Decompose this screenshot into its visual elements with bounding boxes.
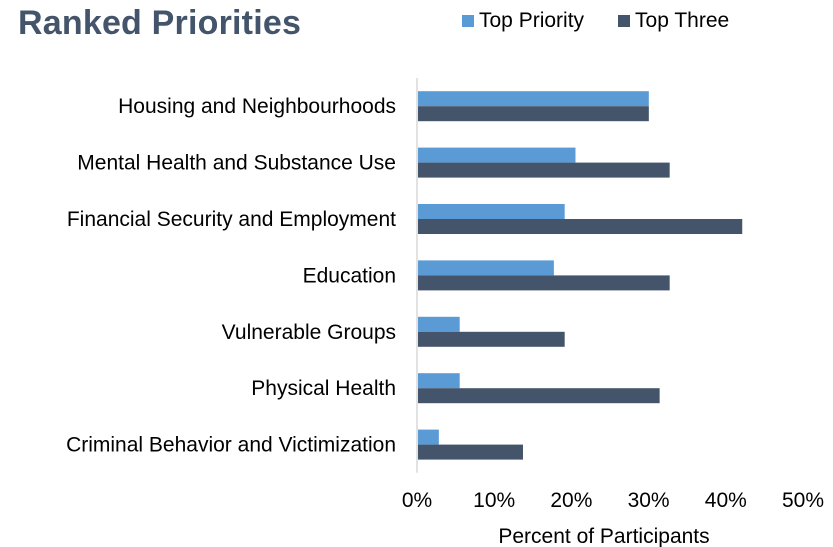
bar-top-three-vulnerable-groups [418, 331, 565, 347]
bar-top-priority-vulnerable-groups [418, 316, 460, 332]
category-label-education: Education [303, 264, 396, 287]
x-axis-title: Percent of Participants [498, 525, 709, 547]
x-tick-label-20: 20% [550, 489, 592, 512]
bar-top-priority-physical-health [418, 373, 460, 389]
category-label-mental-health-and-substance-use: Mental Health and Substance Use [77, 152, 396, 175]
chart-legend: Top Priority Top Three [462, 9, 763, 33]
legend-swatch-top-three [618, 15, 631, 27]
legend-swatch-top-priority [462, 15, 474, 27]
x-tick-label-50: 50% [782, 489, 824, 512]
category-label-criminal-behavior-and-victimization: Criminal Behavior and Victimization [66, 434, 396, 457]
category-label-housing-and-neighbourhoods: Housing and Neighbourhoods [118, 95, 396, 118]
legend-label-top-priority: Top Priority [479, 9, 585, 32]
x-tick-label-10: 10% [473, 489, 515, 512]
x-tick-label-40: 40% [705, 489, 747, 512]
bar-top-priority-financial-security-and-employment [418, 204, 565, 219]
category-label-vulnerable-groups: Vulnerable Groups [222, 321, 396, 344]
legend-label-top-three: Top Three [635, 9, 730, 32]
chart-title: Ranked Priorities [18, 4, 302, 42]
bar-top-three-mental-health-and-substance-use [418, 162, 670, 178]
legend-item-top-three: Top Three [618, 9, 729, 33]
bar-top-three-education [418, 275, 670, 291]
bar-top-priority-mental-health-and-substance-use [418, 147, 576, 163]
bar-top-priority-criminal-behavior-and-victimization [418, 429, 439, 445]
bar-top-three-criminal-behavior-and-victimization [418, 444, 523, 460]
bar-top-three-housing-and-neighbourhoods [418, 106, 649, 122]
bar-top-three-physical-health [418, 388, 660, 404]
bar-top-priority-education [418, 260, 554, 276]
bar-top-three-financial-security-and-employment [418, 219, 743, 234]
bar-top-priority-housing-and-neighbourhoods [418, 91, 649, 107]
category-label-physical-health: Physical Health [251, 377, 396, 400]
legend-item-top-priority: Top Priority [462, 9, 584, 33]
x-tick-label-0: 0% [402, 489, 432, 512]
category-label-financial-security-and-employment: Financial Security and Employment [67, 208, 396, 231]
x-tick-label-30: 30% [628, 489, 670, 512]
